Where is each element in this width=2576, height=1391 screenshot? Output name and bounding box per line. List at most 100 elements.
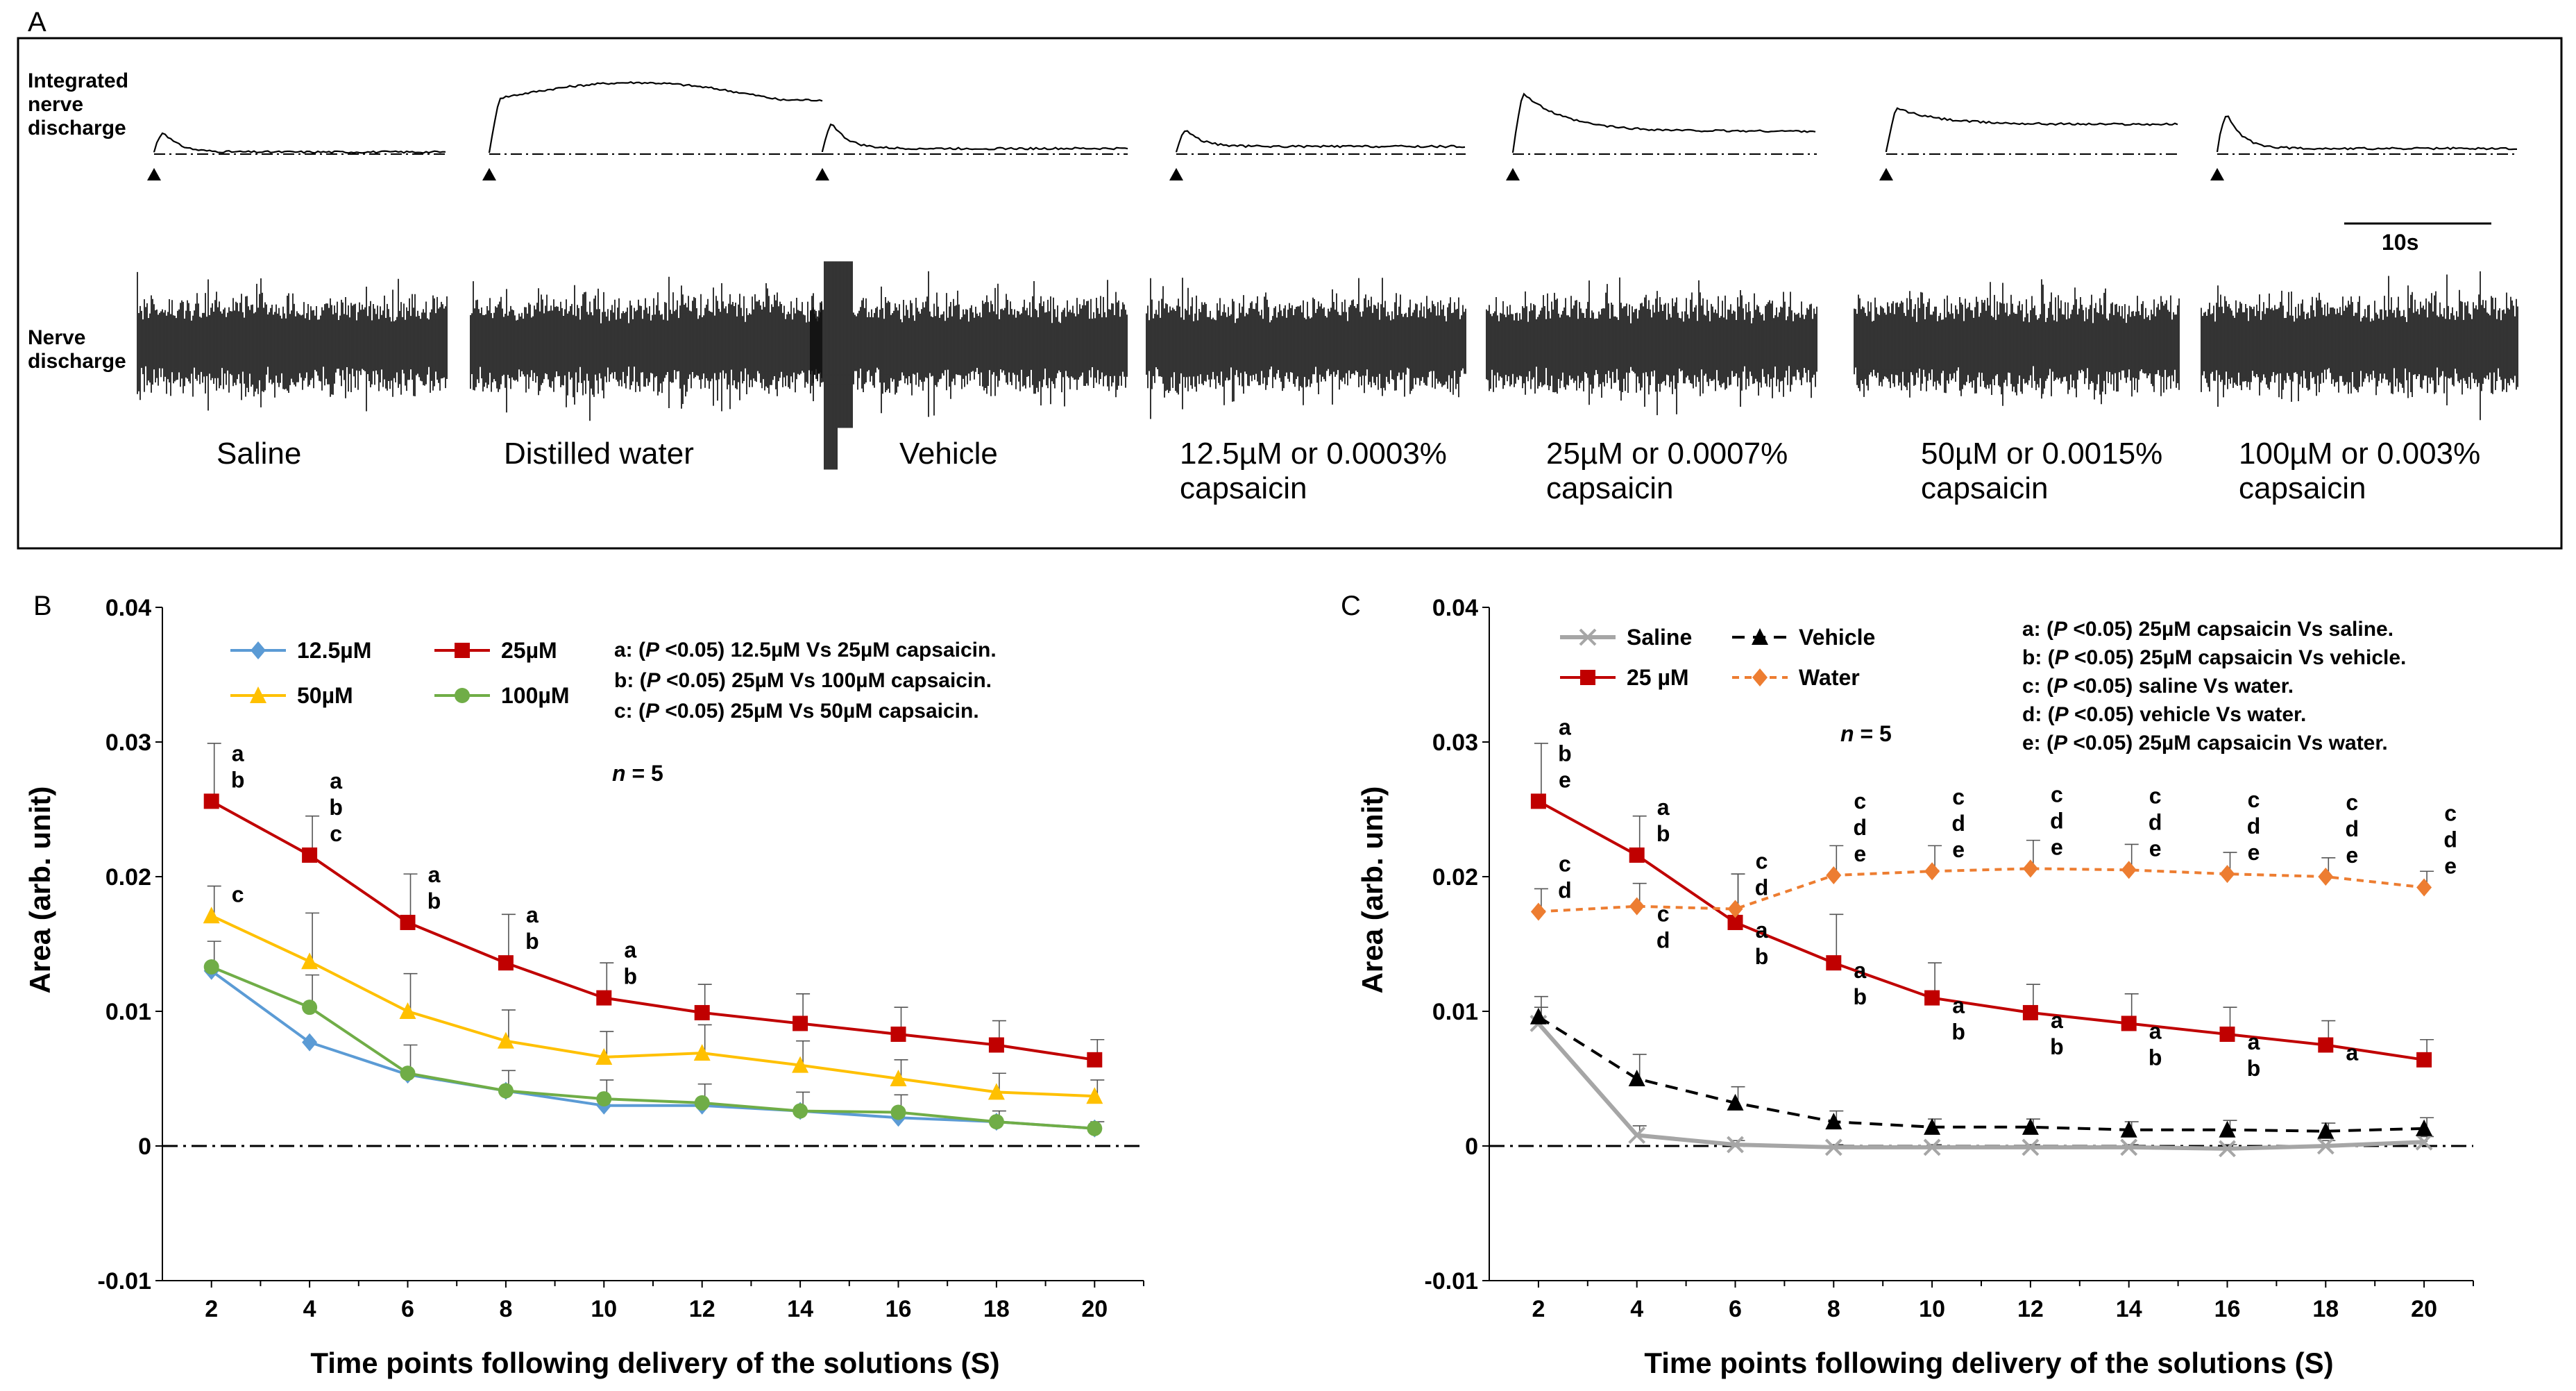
- trace-group: Saline Distilled water Vehicle 12.5µM or 0.…: [137, 81, 2518, 505]
- data-point: [693, 1044, 711, 1061]
- data-point: [1727, 1136, 1744, 1154]
- stimulus-marker-icon: [1506, 168, 1520, 180]
- note-prefix: d: (: [2022, 703, 2055, 726]
- significance-letter: b: [1755, 944, 1769, 969]
- significance-letter: d: [2050, 808, 2064, 833]
- significance-note: c: (P <0.05) saline Vs water.: [2022, 675, 2294, 698]
- data-point: [1530, 793, 1546, 809]
- y-tick-label: 0: [1465, 1133, 1478, 1160]
- data-point: [400, 1065, 416, 1081]
- significance-note: a: (P <0.05) 25µM capsaicin Vs saline.: [2022, 618, 2393, 641]
- raw-label-line2: discharge: [28, 350, 126, 373]
- significance-letter: a: [2051, 1008, 2063, 1033]
- data-point: [793, 1103, 808, 1119]
- data-point: [1826, 955, 1842, 971]
- data-point: [2416, 878, 2432, 897]
- note-prefix: a: (: [614, 639, 645, 661]
- significance-letter: b: [329, 795, 343, 820]
- x-tick-label: 6: [401, 1296, 414, 1322]
- note-text: <0.05) 25µM capsaicin Vs water.: [2067, 732, 2388, 754]
- data-point: [2022, 1004, 2038, 1020]
- data-point: [988, 1114, 1004, 1130]
- legend-label: 25 µM: [1627, 665, 1689, 690]
- significance-letter: c: [2346, 790, 2358, 815]
- n-value: = 5: [626, 761, 663, 786]
- note-prefix: b: (: [2022, 646, 2055, 669]
- data-point: [2416, 1119, 2433, 1136]
- data-point: [301, 952, 319, 970]
- condition-label-line2: capsaicin: [1180, 471, 1307, 505]
- integrated-trace: [821, 123, 1128, 152]
- panel-b: B -0.01 0 0.01 0.02 0.03 0.04 2 4 6 8 10 12 14 16 18 20…: [24, 591, 1144, 1379]
- legend-marker: [1752, 628, 1768, 645]
- data-point: [1629, 897, 1645, 916]
- legend-label: 50µM: [297, 683, 353, 708]
- significance-letter: b: [1951, 1020, 1965, 1045]
- significance-letter: d: [1656, 928, 1670, 953]
- significance-letter: b: [2050, 1034, 2064, 1059]
- series-line: [1537, 1015, 2425, 1133]
- note-p-symbol: P: [2053, 618, 2068, 641]
- significance-letter: c: [1756, 849, 1768, 874]
- data-point: [302, 847, 318, 863]
- condition-label: Saline: [217, 437, 301, 471]
- y-tick-label: 0.02: [105, 864, 151, 891]
- legend-label: Saline: [1627, 625, 1692, 650]
- y-tick-label: 0.04: [105, 595, 151, 621]
- significance-letter: e: [1559, 767, 1571, 792]
- y-tick-label: -0.01: [98, 1268, 152, 1295]
- significance-letter: c: [1854, 789, 1866, 813]
- significance-letter: a: [624, 938, 636, 963]
- significance-letter: d: [2346, 816, 2359, 841]
- n-label: n = 5: [612, 761, 663, 786]
- integrated-trace: [1885, 107, 2178, 152]
- panel-c: C -0.01 0 0.01 0.02 0.03 0.04 2 4 6 8 10 12 14 16 18 20…: [1341, 591, 2474, 1379]
- legend-marker: [250, 686, 266, 703]
- data-point: [2219, 865, 2235, 884]
- legend-marker: [1579, 628, 1597, 646]
- data-point: [1629, 847, 1645, 863]
- panel-c-letter: C: [1341, 591, 1361, 621]
- note-p-symbol: P: [645, 700, 660, 723]
- legend-marker: [1752, 668, 1768, 686]
- significance-letter: c: [2149, 783, 2162, 808]
- series-line: [210, 914, 1095, 1098]
- significance-letter: c: [2248, 787, 2260, 812]
- significance-letter: e: [1854, 841, 1866, 866]
- n-symbol: n: [612, 761, 626, 786]
- significance-letter: a: [1657, 795, 1670, 820]
- data-point: [2317, 1122, 2334, 1139]
- condition-label: 25µM or 0.0007%: [1546, 437, 1788, 471]
- panel-b-xlabel: Time points following delivery of the so…: [310, 1347, 999, 1379]
- note-prefix: c: (: [614, 700, 645, 723]
- integrated-label-line1: Integrated: [28, 69, 128, 92]
- data-point: [1924, 990, 1940, 1006]
- condition-label-line2: capsaicin: [1546, 471, 1673, 505]
- data-point: [595, 1047, 613, 1065]
- stimulus-marker-icon: [2210, 168, 2224, 180]
- significance-note: b: (P <0.05) 25µM capsaicin Vs vehicle.: [2022, 646, 2406, 669]
- data-point: [1628, 1070, 1645, 1086]
- data-point: [2318, 1037, 2334, 1053]
- data-point: [203, 907, 220, 924]
- integrated-label-line3: discharge: [28, 117, 126, 140]
- x-tick-label: 12: [2017, 1296, 2044, 1322]
- x-tick-label: 4: [303, 1296, 316, 1322]
- significance-letter: a: [526, 902, 539, 927]
- integrated-trace: [1175, 130, 1466, 153]
- y-tick-label: 0.03: [105, 730, 151, 756]
- y-tick-label: 0.01: [105, 999, 151, 1025]
- data-point: [203, 793, 219, 809]
- stimulus-marker-icon: [815, 168, 829, 180]
- raw-label-line1: Nerve: [28, 326, 85, 349]
- significance-letter: c: [330, 821, 342, 846]
- y-tick-label: 0.03: [1432, 730, 1478, 756]
- data-point: [694, 1095, 710, 1111]
- significance-letter: a: [232, 741, 244, 766]
- significance-letter: b: [427, 888, 441, 913]
- note-text: <0.05) 25µM capsaicin Vs vehicle.: [2069, 646, 2407, 669]
- significance-letter: c: [1657, 902, 1670, 927]
- series-125m: [203, 961, 1103, 1138]
